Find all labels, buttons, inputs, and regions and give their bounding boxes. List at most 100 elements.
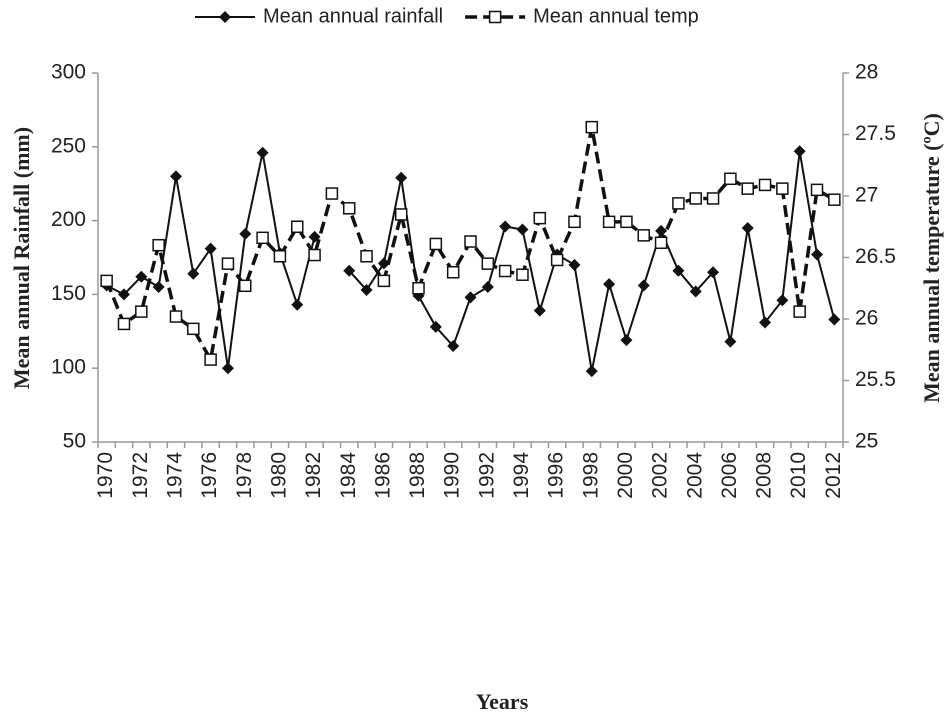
data-point	[620, 215, 633, 229]
data-point	[585, 120, 599, 134]
data-point	[585, 365, 598, 378]
data-point	[256, 231, 269, 245]
data-point	[117, 317, 131, 331]
data-point	[360, 283, 373, 296]
x-tick-label: 2012	[822, 452, 845, 499]
data-point	[360, 250, 373, 263]
data-point	[273, 250, 287, 263]
data-point	[654, 236, 668, 249]
data-point	[776, 294, 789, 307]
data-point	[533, 211, 547, 225]
y-axis-title: Mean annual Rainfall (mm)	[9, 127, 34, 389]
y2-tick-label: 26.5	[855, 245, 896, 268]
x-tick-label: 1996	[545, 452, 568, 499]
x-tick-label: 1986	[371, 452, 394, 499]
data-point	[291, 298, 304, 311]
x-tick-label: 1980	[267, 452, 290, 499]
data-point	[741, 182, 754, 195]
x-tick-label: 2008	[753, 452, 776, 499]
data-point	[481, 257, 495, 270]
x-tick-label: 1998	[579, 452, 602, 499]
data-point	[290, 220, 304, 233]
data-point	[221, 257, 235, 270]
data-point	[239, 227, 252, 240]
data-point	[447, 340, 460, 353]
x-tick-label: 2002	[649, 452, 672, 499]
y2-tick-label: 25	[855, 430, 878, 453]
legend-marker	[219, 11, 231, 23]
data-point	[568, 215, 581, 229]
data-point	[637, 229, 651, 242]
data-point	[394, 208, 408, 221]
y2-axis-title: Mean annual temperature (ºC)	[919, 113, 944, 403]
data-point	[776, 182, 789, 195]
data-point	[499, 220, 512, 233]
data-point	[672, 197, 685, 210]
data-point	[100, 274, 113, 288]
data-point	[672, 264, 685, 277]
y2-tick-label: 27.5	[855, 122, 896, 145]
x-tick-label: 1972	[129, 452, 152, 499]
data-point	[516, 268, 529, 281]
data-point	[395, 171, 408, 184]
data-point	[793, 305, 806, 318]
data-point	[828, 193, 841, 206]
data-point	[464, 235, 477, 248]
data-point	[204, 242, 217, 255]
x-tick-label: 1978	[233, 452, 256, 499]
data-point	[602, 215, 616, 229]
x-tick-label: 1974	[164, 452, 187, 499]
data-point	[620, 334, 633, 347]
x-axis-title: Years	[476, 689, 529, 714]
legend-marker	[488, 10, 502, 24]
data-point	[811, 248, 824, 261]
data-point	[810, 183, 824, 197]
x-tick-label: 1992	[475, 452, 498, 499]
y2-tick-label: 27	[855, 184, 878, 207]
data-point	[343, 264, 356, 277]
data-point	[706, 192, 720, 205]
data-point	[221, 362, 234, 375]
x-tick-label: 2006	[718, 452, 741, 499]
data-point	[117, 288, 130, 301]
y-tick-label: 50	[63, 430, 86, 453]
data-point	[550, 253, 564, 267]
data-point	[256, 146, 269, 159]
x-tick-label: 1976	[198, 452, 221, 499]
y-tick-label: 200	[51, 208, 86, 231]
data-point	[498, 264, 512, 278]
data-point	[169, 170, 182, 183]
y2-tick-label: 28	[855, 61, 878, 84]
data-point	[741, 221, 754, 234]
x-tick-label: 2010	[787, 452, 810, 499]
data-point	[325, 187, 339, 200]
y-tick-label: 250	[51, 134, 86, 157]
data-point	[377, 274, 391, 288]
data-point	[689, 285, 702, 298]
legend-text: Mean annual temp	[533, 5, 699, 27]
y-tick-label: 150	[51, 282, 86, 305]
x-tick-label: 1990	[441, 452, 464, 499]
data-point	[187, 322, 200, 336]
data-point	[342, 202, 356, 215]
data-point	[135, 270, 148, 283]
data-point	[828, 313, 841, 326]
y-tick-label: 100	[51, 356, 86, 379]
data-point	[239, 279, 252, 293]
data-point	[429, 237, 443, 251]
data-point	[169, 310, 183, 323]
data-point	[204, 353, 217, 366]
data-point	[135, 305, 148, 318]
data-point	[152, 238, 165, 252]
legend-text: Mean annual rainfall	[263, 5, 443, 27]
x-tick-label: 1994	[510, 452, 533, 499]
data-point	[377, 257, 390, 270]
data-point	[707, 266, 720, 279]
data-point	[758, 178, 772, 192]
data-point	[637, 279, 650, 292]
data-point	[533, 304, 546, 317]
data-point	[655, 224, 668, 237]
data-point	[724, 335, 737, 348]
data-point	[793, 145, 806, 158]
